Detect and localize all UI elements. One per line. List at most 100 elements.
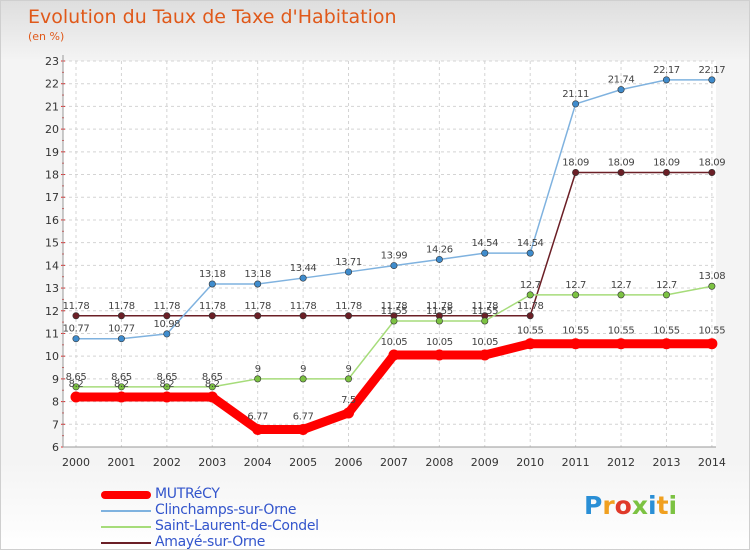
- legend-label: MUTRéCY: [155, 486, 220, 502]
- data-label-clinchamps-sur-orne: 22.17: [699, 65, 726, 76]
- data-label-saint-laurent-de-condel: 8.65: [111, 372, 132, 383]
- data-label-mutrecy: 10.55: [653, 326, 680, 337]
- data-point-saint-laurent-de-condel: [254, 375, 262, 383]
- x-tick-label: 2013: [652, 456, 680, 469]
- data-point-amaye-sur-orne: [345, 312, 353, 320]
- data-label-saint-laurent-de-condel: 12.7: [656, 280, 677, 291]
- data-label-clinchamps-sur-orne: 14.26: [426, 244, 453, 255]
- data-point-saint-laurent-de-condel: [708, 282, 716, 290]
- data-label-amaye-sur-orne: 11.78: [108, 301, 135, 312]
- data-label-amaye-sur-orne: 11.78: [335, 301, 362, 312]
- data-label-clinchamps-sur-orne: 13.18: [199, 269, 226, 280]
- grid-lines: [63, 60, 716, 448]
- y-tick-label: 20: [45, 123, 59, 136]
- data-point-mutrecy: [570, 338, 582, 350]
- data-label-saint-laurent-de-condel: 8.65: [66, 372, 87, 383]
- data-point-clinchamps-sur-orne: [435, 255, 443, 263]
- data-label-mutrecy: 10.55: [608, 326, 635, 337]
- data-label-clinchamps-sur-orne: 13.18: [244, 269, 271, 280]
- data-point-mutrecy: [297, 424, 309, 436]
- data-label-saint-laurent-de-condel: 8.65: [157, 372, 178, 383]
- data-label-mutrecy: 10.05: [426, 337, 453, 348]
- y-tick-label: 18: [45, 169, 59, 182]
- y-tick-label: 8: [52, 396, 59, 409]
- data-point-clinchamps-sur-orne: [662, 76, 670, 84]
- data-label-clinchamps-sur-orne: 10.98: [154, 319, 181, 330]
- data-point-amaye-sur-orne: [208, 312, 216, 320]
- data-label-clinchamps-sur-orne: 10.77: [108, 324, 135, 335]
- y-tick-label: 13: [45, 282, 59, 295]
- data-label-saint-laurent-de-condel: 12.7: [611, 280, 632, 291]
- data-point-clinchamps-sur-orne: [572, 100, 580, 108]
- data-point-clinchamps-sur-orne: [390, 262, 398, 270]
- x-tick-label: 2005: [289, 456, 317, 469]
- legend-label: Saint-Laurent-de-Condel: [155, 518, 319, 534]
- x-tick-label: 2012: [607, 456, 635, 469]
- data-point-mutrecy: [206, 391, 218, 403]
- data-point-mutrecy: [343, 407, 355, 419]
- data-label-mutrecy: 6.77: [293, 412, 314, 423]
- data-point-saint-laurent-de-condel: [435, 317, 443, 325]
- data-label-mutrecy: 6.77: [247, 412, 268, 423]
- data-point-amaye-sur-orne: [299, 312, 307, 320]
- data-label-mutrecy: 7.5: [341, 395, 356, 406]
- data-point-clinchamps-sur-orne: [299, 274, 307, 282]
- data-label-mutrecy: 10.55: [562, 326, 589, 337]
- data-label-saint-laurent-de-condel: 9: [255, 364, 261, 375]
- logo-letter: i: [668, 491, 678, 520]
- data-label-clinchamps-sur-orne: 10.77: [63, 324, 90, 335]
- data-point-saint-laurent-de-condel: [72, 383, 80, 391]
- data-point-clinchamps-sur-orne: [617, 86, 625, 94]
- y-tick-label: 11: [45, 327, 59, 340]
- data-point-mutrecy: [252, 424, 264, 436]
- chart-title: Evolution du Taux de Taxe d'Habitation: [28, 6, 397, 28]
- legend-swatch: [101, 491, 151, 499]
- data-point-mutrecy: [524, 338, 536, 350]
- data-label-clinchamps-sur-orne: 14.54: [471, 238, 498, 249]
- data-point-clinchamps-sur-orne: [345, 268, 353, 276]
- data-labels: 11.78 11.78 11.78 11.78 11.78 11.78 11.78 11.78…: [63, 65, 726, 423]
- data-point-amaye-sur-orne: [708, 168, 716, 176]
- data-point-mutrecy: [433, 349, 445, 361]
- data-label-clinchamps-sur-orne: 21.11: [562, 89, 589, 100]
- x-tick-label: 2003: [198, 456, 226, 469]
- x-tick-label: 2002: [153, 456, 181, 469]
- data-label-mutrecy: 8.2: [159, 379, 174, 390]
- data-point-saint-laurent-de-condel: [572, 291, 580, 299]
- data-point-amaye-sur-orne: [72, 312, 80, 320]
- data-point-saint-laurent-de-condel: [662, 291, 670, 299]
- x-tick-label: 2009: [471, 456, 499, 469]
- data-point-mutrecy: [388, 349, 400, 361]
- data-point-clinchamps-sur-orne: [481, 249, 489, 257]
- x-tick-label: 2000: [62, 456, 90, 469]
- data-point-amaye-sur-orne: [617, 168, 625, 176]
- axes: 6 7 8 9 10 11 12 13 14 15 16 17 18 19 20 21 22 23 2000 2001…: [45, 55, 726, 469]
- y-tick-label: 14: [45, 259, 59, 272]
- logo-letter: P: [584, 491, 603, 520]
- y-tick-label: 22: [45, 78, 59, 91]
- legend-swatch: [101, 542, 151, 544]
- data-point-saint-laurent-de-condel: [117, 383, 125, 391]
- data-point-amaye-sur-orne: [117, 312, 125, 320]
- x-tick-label: 2001: [107, 456, 135, 469]
- data-point-clinchamps-sur-orne: [208, 280, 216, 288]
- data-label-saint-laurent-de-condel: 12.7: [565, 280, 586, 291]
- data-point-amaye-sur-orne: [526, 312, 534, 320]
- data-point-saint-laurent-de-condel: [299, 375, 307, 383]
- data-point-saint-laurent-de-condel: [390, 317, 398, 325]
- data-label-amaye-sur-orne: 11.78: [63, 301, 90, 312]
- data-point-amaye-sur-orne: [254, 312, 262, 320]
- x-tick-label: 2008: [425, 456, 453, 469]
- data-point-clinchamps-sur-orne: [708, 76, 716, 84]
- logo-letter: x: [631, 491, 648, 520]
- data-label-amaye-sur-orne: 11.78: [517, 301, 544, 312]
- data-label-clinchamps-sur-orne: 21.74: [608, 75, 635, 86]
- y-tick-label: 16: [45, 214, 59, 227]
- data-label-mutrecy: 10.55: [699, 326, 726, 337]
- data-point-amaye-sur-orne: [662, 168, 670, 176]
- data-point-clinchamps-sur-orne: [526, 249, 534, 257]
- data-label-clinchamps-sur-orne: 13.44: [290, 263, 317, 274]
- data-label-clinchamps-sur-orne: 13.99: [381, 251, 408, 262]
- legend-swatch: [101, 510, 151, 512]
